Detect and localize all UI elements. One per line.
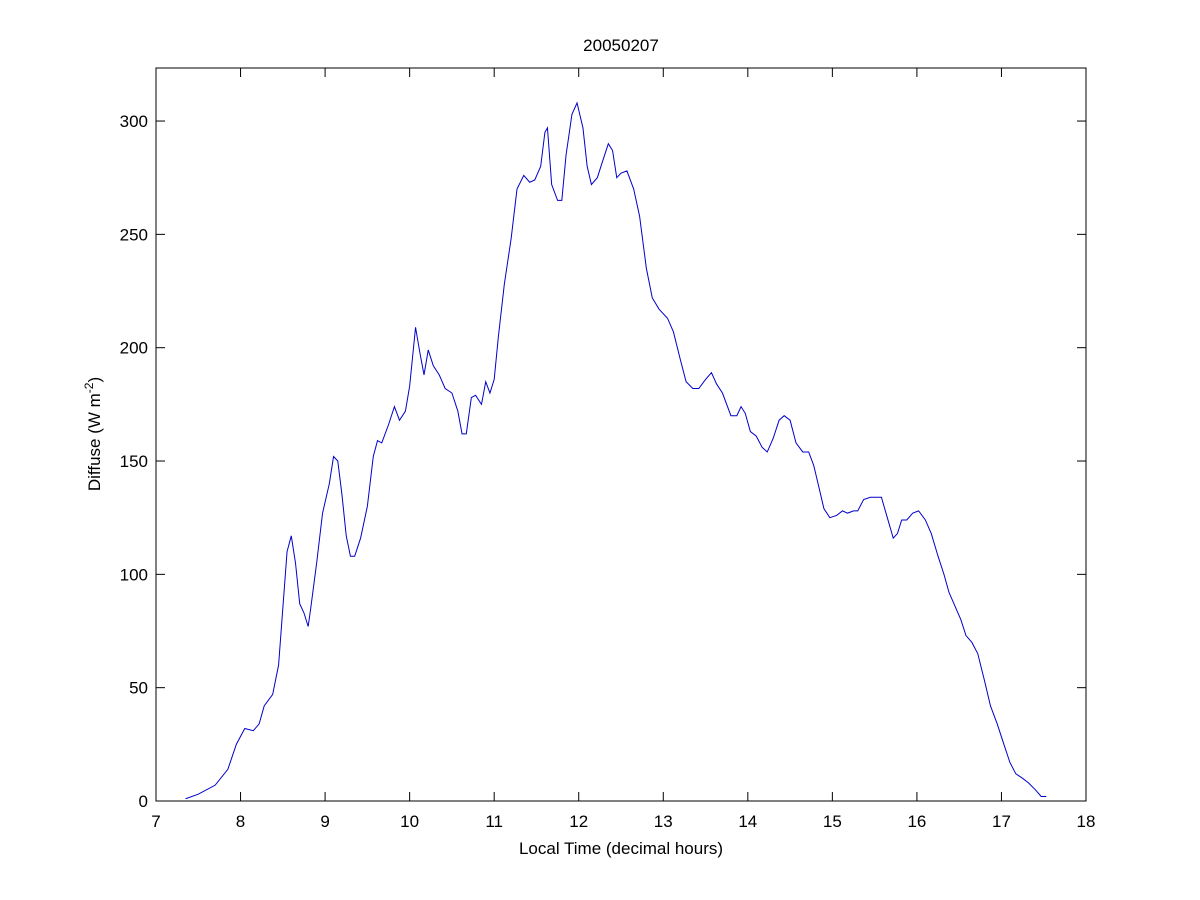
y-tick-label: 50 — [129, 679, 148, 698]
chart-title: 20050207 — [583, 36, 659, 55]
x-tick-label: 10 — [400, 812, 419, 831]
x-tick-label: 16 — [907, 812, 926, 831]
data-line — [185, 101, 1047, 800]
y-tick-label: 0 — [139, 792, 148, 811]
x-tick-label: 17 — [992, 812, 1011, 831]
y-label-main: Diffuse (W m — [85, 393, 104, 491]
y-label-sup: -2 — [82, 382, 96, 393]
x-axis-label: Local Time (decimal hours) — [519, 839, 723, 858]
x-tick-label: 9 — [320, 812, 329, 831]
x-tick-label: 11 — [485, 812, 503, 831]
y-tick-label: 150 — [120, 452, 148, 471]
x-tick-label: 14 — [738, 812, 757, 831]
x-tick-label: 15 — [823, 812, 842, 831]
y-label-end: ) — [85, 377, 104, 383]
y-axis-label: Diffuse (W m-2) — [82, 377, 104, 491]
x-tick-label: 7 — [151, 812, 160, 831]
x-tick-label: 8 — [236, 812, 245, 831]
y-tick-label: 250 — [120, 225, 148, 244]
y-tick-label: 200 — [120, 339, 148, 358]
x-tick-label: 18 — [1077, 812, 1096, 831]
y-tick-label: 100 — [120, 565, 148, 584]
y-tick-label: 300 — [120, 112, 148, 131]
axes-box — [155, 67, 1087, 802]
x-tick-label: 12 — [569, 812, 588, 831]
x-tick-label: 13 — [654, 812, 673, 831]
